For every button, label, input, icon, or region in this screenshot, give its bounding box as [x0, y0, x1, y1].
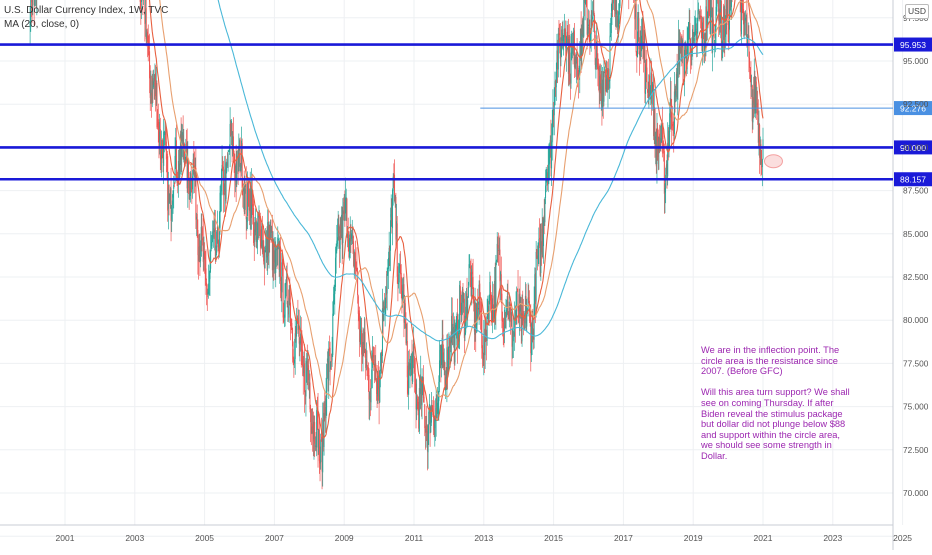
x-tick-label: 2025 — [893, 533, 912, 543]
candle-body — [265, 250, 266, 268]
x-tick-label: 2021 — [754, 533, 773, 543]
candle-body — [620, 0, 621, 6]
candle-body — [320, 440, 321, 463]
candle-body — [468, 287, 469, 298]
annotation-paragraph-2: Will this area turn support? We shall se… — [701, 387, 851, 461]
candle-body — [371, 388, 372, 402]
price-label-88.157: 88.157 — [900, 175, 926, 185]
candle-body — [367, 361, 368, 366]
y-tick-label: 70.000 — [903, 488, 929, 498]
x-tick-label: 2011 — [405, 533, 424, 543]
y-tick-label: 80.000 — [903, 315, 929, 325]
price-label-95.953: 95.953 — [900, 40, 926, 50]
candle-body — [763, 139, 764, 158]
symbol-title: U.S. Dollar Currency Index, 1W, TVC — [4, 4, 168, 18]
x-tick-label: 2019 — [684, 533, 703, 543]
candle-body — [414, 347, 415, 357]
x-tick-label: 2015 — [544, 533, 563, 543]
candle-body — [291, 323, 292, 328]
resistance-circle[interactable] — [764, 155, 782, 168]
annotation-paragraph-1: We are in the inflection point. The circ… — [701, 345, 851, 377]
candle-body — [205, 268, 206, 279]
x-tick-label: 2007 — [265, 533, 284, 543]
indicator-label: MA (20, close, 0) — [4, 18, 168, 32]
y-tick-label: 85.000 — [903, 229, 929, 239]
candle-body — [332, 314, 333, 355]
candle-body — [228, 153, 229, 168]
candle-body — [482, 345, 483, 353]
currency-badge[interactable]: USD — [905, 4, 929, 19]
y-tick-label: 92.500 — [903, 99, 929, 109]
candle-body — [210, 250, 211, 268]
x-tick-label: 2005 — [195, 533, 214, 543]
candle-body — [505, 318, 506, 328]
candle-body — [609, 36, 610, 81]
candle-body — [593, 11, 594, 13]
y-tick-label: 95.000 — [903, 56, 929, 66]
x-tick-label: 2009 — [335, 533, 354, 543]
x-tick-label: 2003 — [125, 533, 144, 543]
y-tick-label: 75.000 — [903, 402, 929, 412]
candle-body — [383, 309, 384, 321]
candle-body — [613, 0, 614, 3]
x-tick-label: 2017 — [614, 533, 633, 543]
candle-body — [721, 1, 722, 44]
candle-body — [375, 364, 376, 380]
candle-body — [594, 15, 595, 33]
candle-body — [141, 0, 142, 2]
candle-body — [762, 159, 763, 167]
candle-body — [200, 257, 201, 261]
candle-body — [554, 105, 555, 115]
candle-body — [246, 184, 247, 219]
candle-body — [662, 136, 663, 140]
candle-body — [211, 242, 212, 246]
x-tick-label: 2001 — [56, 533, 75, 543]
candle-body — [278, 239, 279, 241]
candle-body — [646, 68, 647, 89]
candle-body — [304, 363, 305, 392]
y-tick-label: 77.500 — [903, 358, 929, 368]
candle-body — [280, 248, 281, 281]
analysis-annotation: We are in the inflection point. The circ… — [701, 345, 851, 472]
moving-average-20-line — [43, 0, 763, 438]
y-tick-label: 90.000 — [903, 142, 929, 152]
candle-body — [749, 58, 750, 68]
y-tick-label: 72.500 — [903, 445, 929, 455]
candle-body — [287, 276, 288, 304]
y-tick-label: 82.500 — [903, 272, 929, 282]
candle-body — [577, 59, 578, 69]
x-tick-label: 2013 — [474, 533, 493, 543]
x-tick-label: 2023 — [823, 533, 842, 543]
candle-body — [683, 43, 684, 85]
candle-body — [532, 319, 533, 327]
candle-body — [424, 397, 425, 402]
candle-body — [495, 261, 496, 311]
candle-body — [603, 72, 604, 102]
candle-body — [387, 274, 388, 294]
y-tick-label: 87.500 — [903, 186, 929, 196]
chart-header: U.S. Dollar Currency Index, 1W, TVC MA (… — [4, 4, 168, 32]
candle-body — [536, 252, 537, 301]
